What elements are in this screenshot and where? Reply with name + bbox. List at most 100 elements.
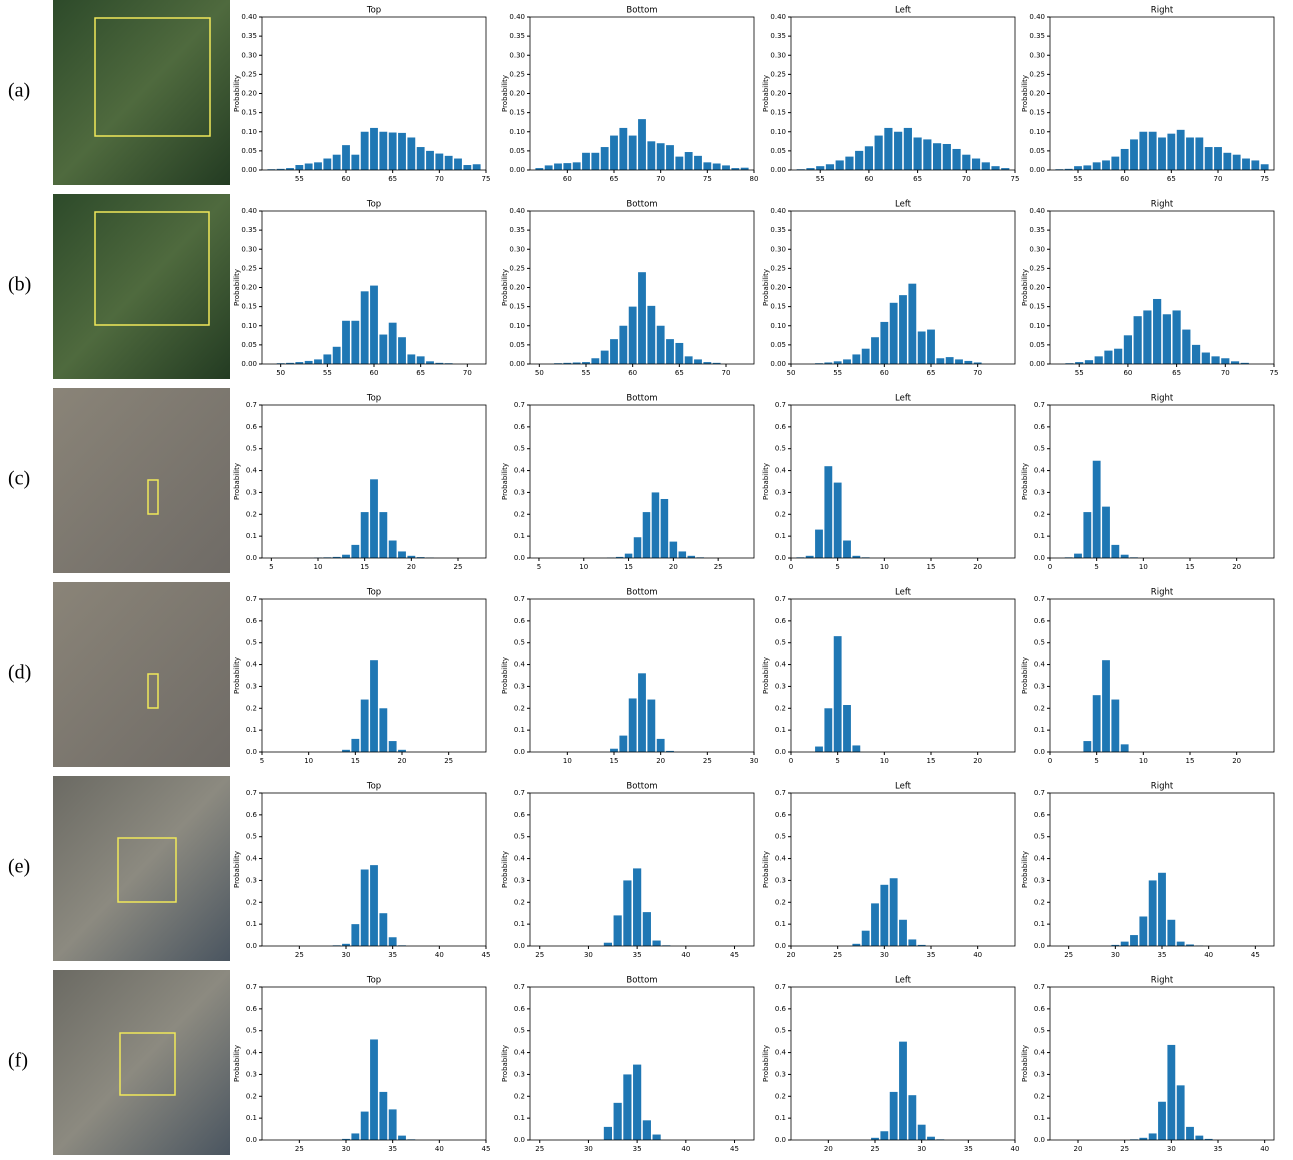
bar [1158,1102,1166,1140]
bar [638,272,646,364]
y-tick-label: 0.4 [775,1049,787,1057]
bar [1177,130,1185,170]
y-tick-label: 0.25 [241,70,257,78]
y-tick-label: 0.3 [514,876,525,884]
y-tick-label: 0.7 [246,401,257,409]
y-tick-label: 0.40 [509,207,525,215]
y-tick-label: 0.1 [775,726,786,734]
y-tick-label: 0.4 [514,467,526,475]
y-tick-label: 0.7 [514,789,525,797]
chart-title: Top [366,588,381,598]
y-tick-label: 0.30 [770,51,786,59]
bar [1114,349,1122,364]
y-tick-label: 0.05 [509,341,525,349]
bar [643,512,651,558]
bar [694,156,702,170]
x-tick-label: 30 [880,951,889,959]
bar [351,924,359,946]
x-tick-label: 45 [482,951,491,959]
x-tick-label: 25 [1120,1145,1129,1153]
bar [890,1092,898,1140]
x-tick-label: 70 [656,175,665,183]
chart-title: Top [366,200,381,210]
y-axis-label: Probability [233,657,241,694]
x-tick-label: 40 [1204,951,1213,959]
y-tick-label: 0.15 [1029,109,1045,117]
chart-title: Top [366,6,381,16]
bar [1083,741,1091,752]
bar [1158,137,1166,170]
bar [936,358,944,364]
chart-title: Left [895,6,912,16]
x-tick-label: 65 [388,175,397,183]
bar [865,146,873,170]
bar [1153,299,1161,364]
bar [1130,935,1138,946]
y-tick-label: 0.5 [1034,639,1045,647]
x-tick-label: 5 [835,563,839,571]
y-axis-label: Probability [762,657,770,694]
bar [871,337,879,364]
y-tick-label: 0.0 [514,554,525,562]
bar [361,1112,369,1140]
x-tick-label: 70 [722,369,731,377]
bar [361,700,369,752]
y-tick-label: 0.3 [246,488,257,496]
x-tick-label: 40 [435,1145,444,1153]
y-axis-label: Probability [1021,75,1029,112]
y-tick-label: 0.7 [775,789,786,797]
bar [305,163,313,170]
y-tick-label: 0.6 [514,617,526,625]
bar [1139,916,1147,946]
x-tick-label: 0 [789,563,793,571]
y-tick-label: 0.00 [509,166,525,174]
bar [1074,166,1082,170]
y-tick-label: 0.4 [246,661,258,669]
bar [871,903,879,946]
y-tick-label: 0.6 [1034,811,1046,819]
y-axis-label: Probability [501,463,509,500]
y-axis-label: Probability [233,463,241,500]
bar [1177,942,1185,946]
x-tick-label: 40 [973,951,982,959]
x-tick-label: 20 [1232,757,1241,765]
bar [816,166,824,170]
plot-frame [530,405,754,558]
x-tick-label: 5 [1094,563,1098,571]
bar [370,660,378,752]
x-tick-label: 25 [295,951,304,959]
y-tick-label: 0.6 [514,423,526,431]
x-tick-label: 20 [1074,1145,1083,1153]
bar [305,361,313,364]
y-axis-label: Probability [233,269,241,306]
bar [815,747,823,752]
y-axis-label: Probability [501,1045,509,1082]
x-tick-label: 20 [398,757,407,765]
x-tick-label: 65 [927,369,936,377]
bar [685,152,693,170]
bar [638,673,646,752]
x-tick-label: 70 [973,369,982,377]
x-tick-label: 30 [342,1145,351,1153]
bar [417,356,425,364]
row-label: (a) [8,80,30,102]
y-tick-label: 0.5 [246,1027,257,1035]
bar [417,147,425,170]
y-tick-label: 0.0 [246,1136,257,1144]
bar [679,551,687,558]
x-tick-label: 0 [789,757,793,765]
y-tick-label: 0.15 [1029,303,1045,311]
y-tick-label: 0.05 [770,147,786,155]
bar [657,739,665,752]
y-axis-label: Probability [501,657,509,694]
bar [379,512,387,558]
x-tick-label: 55 [1074,175,1083,183]
y-tick-label: 0.4 [514,855,526,863]
y-tick-label: 0.1 [514,1114,525,1122]
bar [722,165,730,170]
y-tick-label: 0.0 [246,942,257,950]
bar [670,542,678,558]
y-tick-label: 0.05 [1029,341,1045,349]
bar [601,351,609,364]
chart-title: Top [366,976,381,986]
